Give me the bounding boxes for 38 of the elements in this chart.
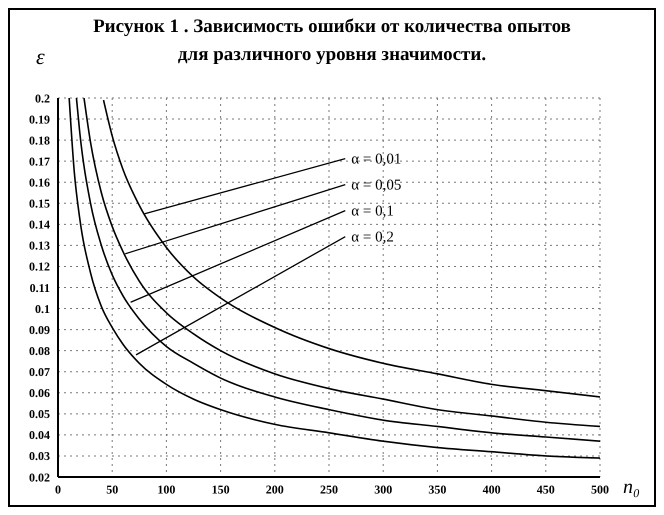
- y-axis-title: ε: [36, 44, 45, 70]
- y-tick-label: 0.12: [29, 260, 50, 274]
- y-tick-label: 0.17: [29, 154, 50, 168]
- x-tick-label: 150: [212, 482, 230, 497]
- x-tick-label: 500: [591, 482, 609, 497]
- y-tick-label: 0.09: [29, 322, 50, 337]
- y-tick-label: 0.05: [29, 407, 50, 422]
- x-tick-label: 200: [266, 482, 284, 497]
- y-tick-label: 0.08: [29, 344, 50, 358]
- annotation: α = 0,1: [351, 204, 394, 220]
- y-tick-label: 0.06: [29, 386, 50, 400]
- y-tick-label: 0.1: [35, 302, 50, 316]
- y-tick-label: 0.16: [29, 175, 50, 190]
- x-tick-label: 400: [482, 482, 501, 497]
- y-tick-label: 0.14: [29, 218, 50, 232]
- y-tick-label: 0.02: [29, 470, 50, 484]
- x-tick-label: 100: [157, 482, 176, 497]
- annotation: α = 0,01: [351, 152, 402, 168]
- annotation: α = 0,05: [351, 178, 402, 194]
- x-tick-label: 450: [536, 482, 555, 497]
- x-tick-label: 350: [428, 482, 446, 497]
- x-axis-title: n₀: [623, 476, 640, 498]
- x-tick-label: 250: [320, 482, 338, 497]
- y-tick-label: 0.2: [35, 91, 50, 106]
- x-tick-label: 300: [374, 482, 392, 497]
- x-tick-label: 50: [106, 482, 118, 497]
- y-tick-label: 0.13: [29, 238, 50, 253]
- y-tick-label: 0.07: [29, 364, 50, 379]
- y-tick-label: 0.11: [30, 280, 50, 295]
- y-tick-label: 0.18: [29, 133, 50, 148]
- y-tick-label: 0.03: [29, 449, 50, 464]
- y-tick-label: 0.04: [29, 428, 50, 442]
- y-tick-label: 0.19: [29, 112, 50, 126]
- annotation: α = 0,2: [351, 230, 394, 246]
- y-tick-label: 0.15: [29, 196, 50, 211]
- chart-subtitle: для различного уровня значимости.: [178, 44, 486, 65]
- x-tick-label: 0: [55, 482, 61, 497]
- chart-title: Рисунок 1 . Зависимость ошибки от количества опытов: [92, 16, 572, 38]
